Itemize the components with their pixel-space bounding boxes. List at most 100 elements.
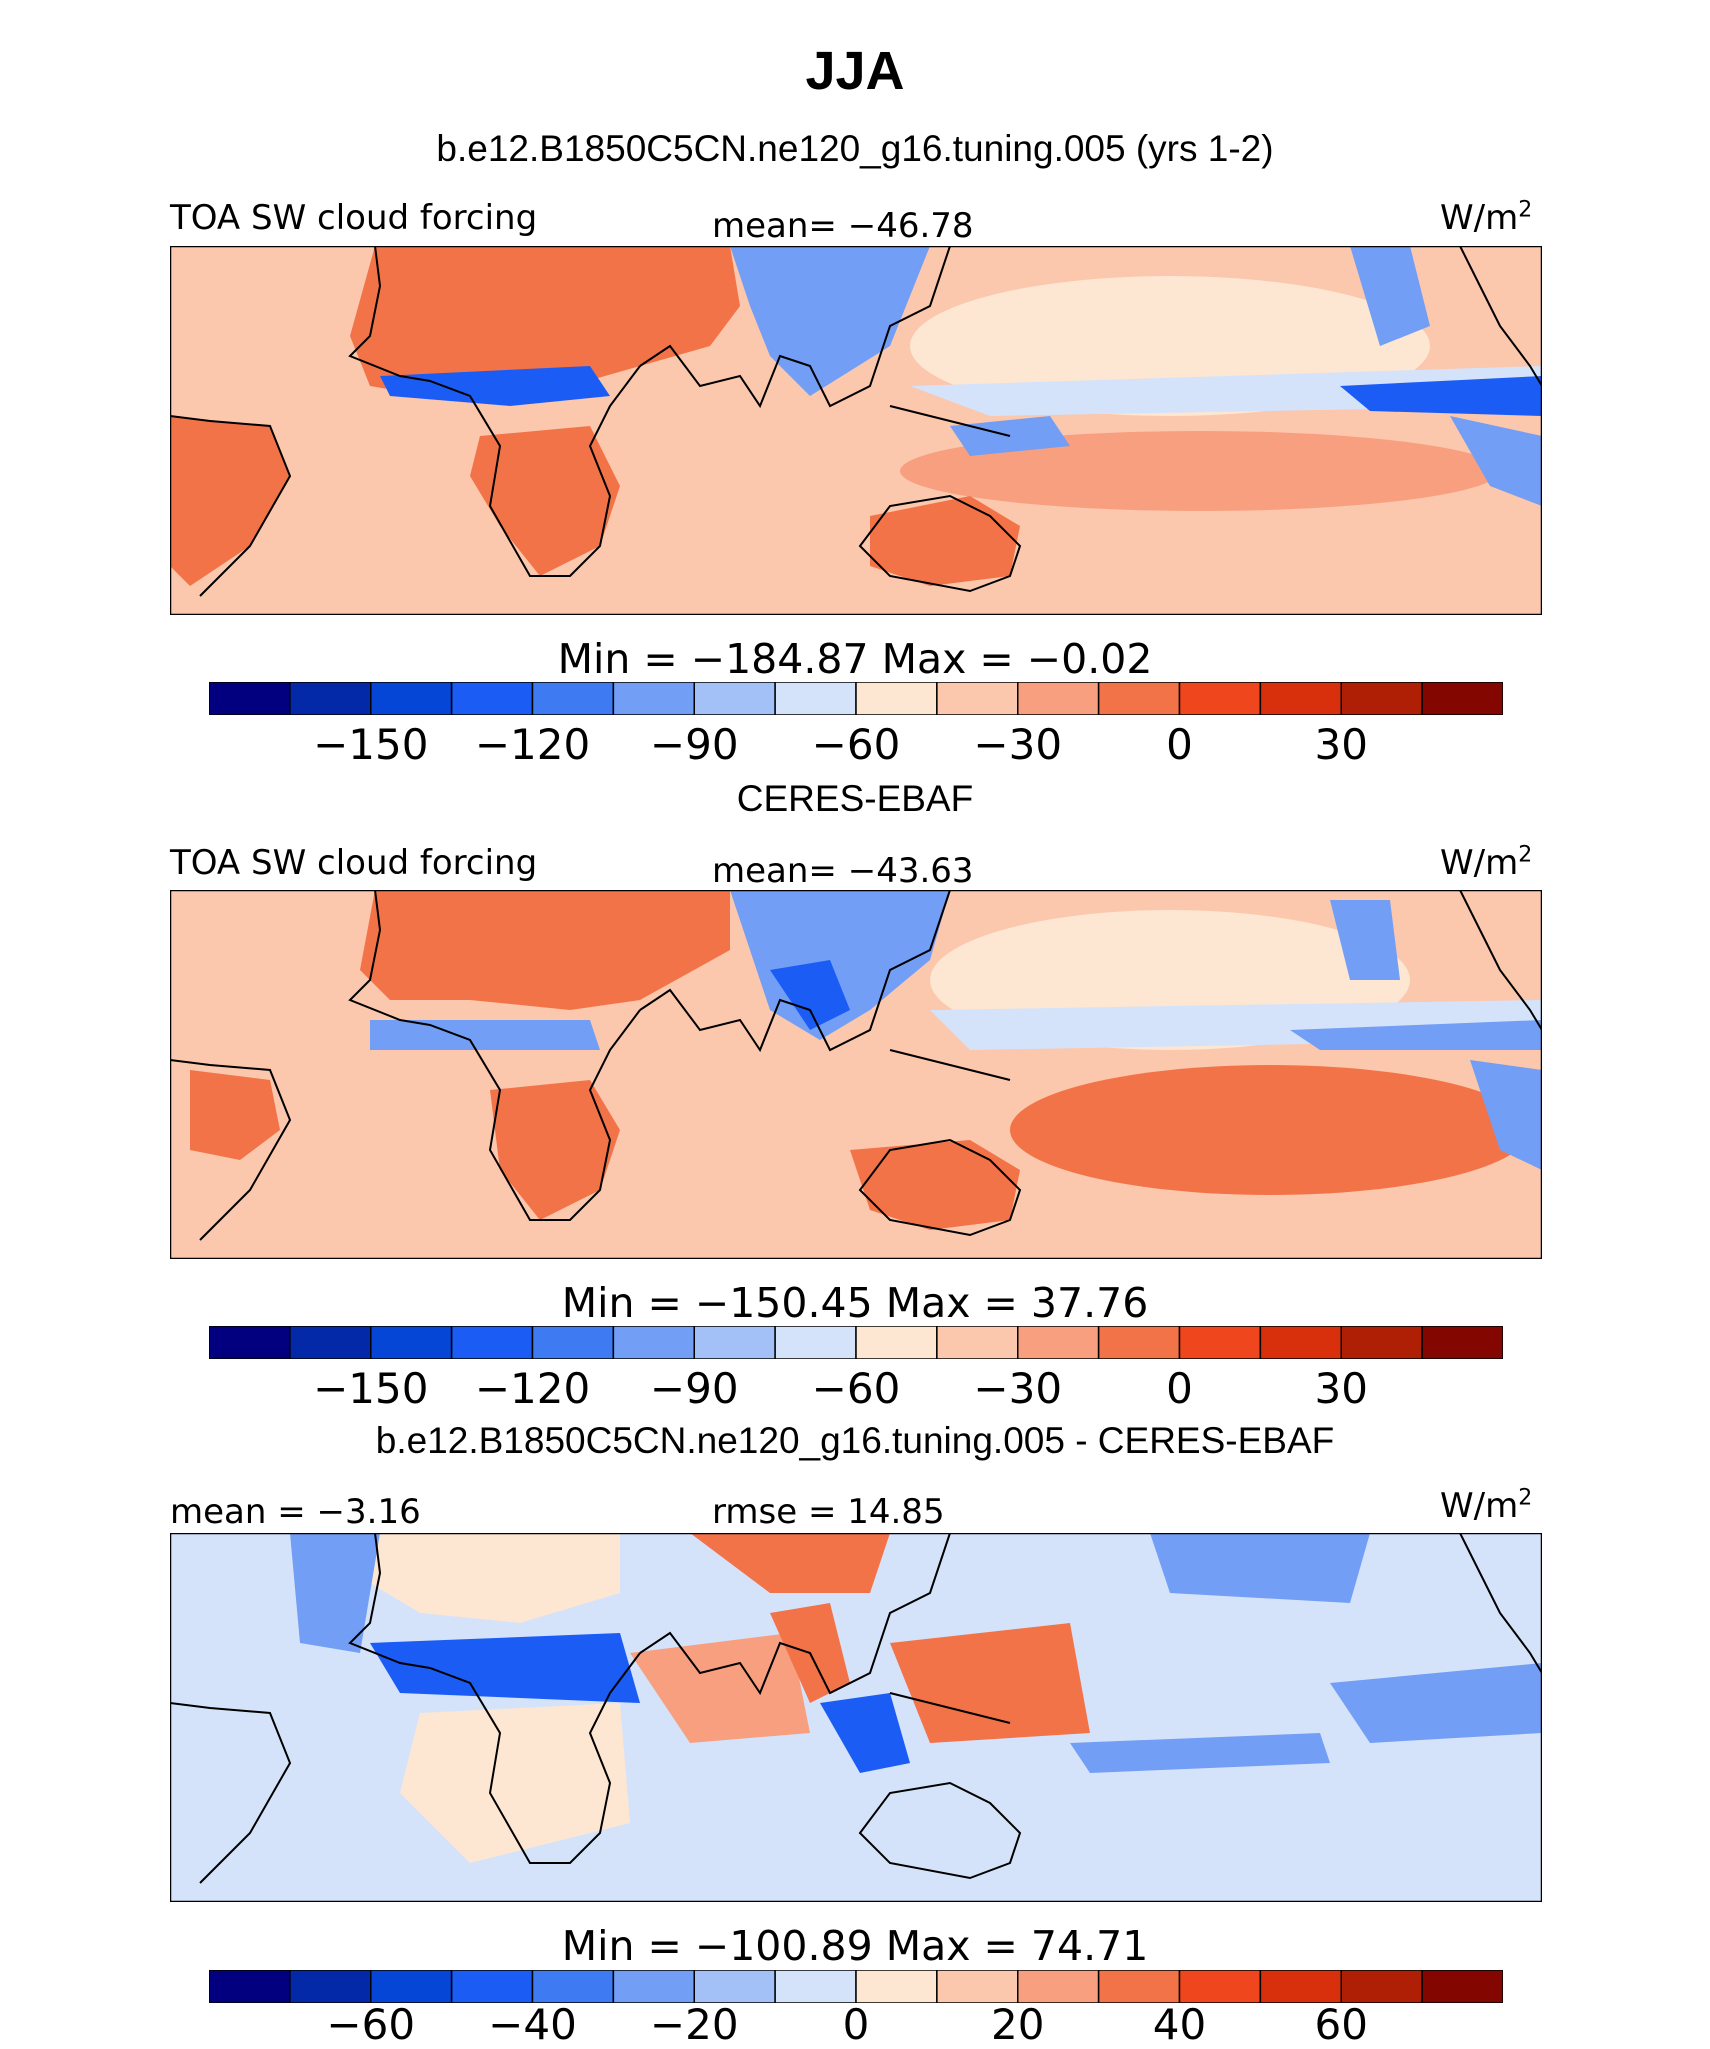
colorbar-box-2 [370, 1970, 453, 2003]
panel1-mean-label: mean= −46.78 [712, 206, 974, 246]
colorbar-box-0 [209, 682, 291, 715]
panel1-land-n-africa-arabia [350, 246, 740, 396]
colorbar-tick-label: −30 [973, 1364, 1063, 1413]
colorbar-tick-label: −60 [811, 720, 901, 769]
colorbar-box-7 [774, 1970, 857, 2003]
panel2-bay-bengal [770, 960, 850, 1030]
panel3-units: W/m2 [1440, 1485, 1533, 1526]
colorbar-box-15 [1421, 1970, 1503, 2003]
panel2-title: CERES-EBAF [736, 778, 974, 819]
panel1-land-s-africa [470, 426, 620, 576]
panel2-land-s-africa [490, 1080, 620, 1220]
figure-title: JJA [805, 41, 905, 101]
panel1-land-s-america [170, 416, 290, 586]
colorbar-box-13 [1259, 1326, 1343, 1359]
panel2-land-australia [850, 1140, 1020, 1230]
colorbar-box-14 [1340, 1326, 1423, 1359]
colorbar-tick-label: −60 [811, 1364, 901, 1413]
panel1-land-australia [870, 496, 1020, 586]
panel2-minmax: Min = −150.45 Max = 37.76 [561, 1279, 1149, 1327]
panel2-sc-deck [1470, 1060, 1542, 1170]
colorbar-tick-label: 0 [842, 2000, 870, 2049]
panel2-map [170, 890, 1542, 1259]
panel2-itcz-epac [1290, 1020, 1542, 1050]
panel2-e-pacific [1330, 900, 1400, 980]
colorbar-box-0 [209, 1326, 291, 1359]
colorbar-tick-label: 30 [1314, 1364, 1368, 1413]
model-subtitle: b.e12.B1850C5CN.ne120_g16.tuning.005 (yr… [436, 128, 1274, 169]
colorbar-box-2 [370, 682, 453, 715]
colorbar-box-14 [1340, 682, 1423, 715]
colorbar-box-3 [450, 1326, 534, 1359]
panel2-left-label: TOA SW cloud forcing [170, 843, 538, 883]
panel3-pale-patch-2 [400, 1703, 630, 1863]
panel1-e-pacific [1350, 246, 1430, 346]
colorbar-tick-label: −120 [474, 720, 591, 769]
colorbar-box-10 [1017, 1970, 1100, 2003]
colorbar-tick-label: −90 [649, 1364, 739, 1413]
colorbar-box-1 [289, 1326, 372, 1359]
colorbar-box-10 [1017, 1326, 1100, 1359]
panel1-minmax: Min = −184.87 Max = −0.02 [557, 635, 1153, 683]
colorbar-box-14 [1340, 1970, 1423, 2003]
panel3-pale-patch-1 [340, 1533, 620, 1623]
colorbar-tick-label: 0 [1166, 1364, 1193, 1413]
panel2-colorbar [209, 1326, 1503, 1359]
colorbar-tick-label: 0 [1166, 720, 1193, 769]
panel3-warm-arabian [630, 1633, 810, 1743]
colorbar-box-6 [693, 682, 776, 715]
panel3-cool-atlantic [290, 1533, 380, 1653]
colorbar-box-6 [693, 1970, 776, 2003]
panel1-s-pacific [900, 431, 1500, 511]
colorbar-box-5 [612, 1970, 696, 2003]
colorbar-tick-label: −40 [488, 2000, 577, 2049]
colorbar-box-4 [531, 1970, 615, 2003]
panel2-s-pacific-warm [1010, 1065, 1530, 1195]
colorbar-tick-label: −60 [326, 2000, 416, 2049]
panel3-cool-sahel [370, 1633, 640, 1703]
colorbar-box-6 [693, 1326, 776, 1359]
panel3-rmse-label: rmse = 14.85 [712, 1492, 945, 1532]
panel3-minmax: Min = −100.89 Max = 74.71 [561, 1922, 1149, 1970]
colorbar-box-4 [531, 682, 615, 715]
panel1-itcz-epac [1340, 376, 1542, 416]
panel3-colorbar [209, 1970, 1503, 2003]
panel3-title: b.e12.B1850C5CN.ne120_g16.tuning.005 - C… [375, 1420, 1335, 1461]
colorbar-tick-label: −120 [474, 1364, 591, 1413]
panel1-itcz-africa [380, 366, 610, 406]
colorbar-box-12 [1178, 1326, 1262, 1359]
colorbar-box-8 [855, 1326, 938, 1359]
colorbar-tick-label: −90 [649, 720, 739, 769]
panel3-cool-pacific-band [1070, 1733, 1330, 1773]
colorbar-box-11 [1097, 682, 1181, 715]
colorbar-box-12 [1178, 682, 1262, 715]
colorbar-box-13 [1259, 1970, 1343, 2003]
colorbar-tick-label: −30 [973, 720, 1063, 769]
panel3-warm-himalaya [690, 1533, 890, 1593]
colorbar-box-7 [774, 682, 857, 715]
colorbar-tick-label: 30 [1314, 720, 1368, 769]
colorbar-box-0 [209, 1970, 291, 2003]
panel1-colorbar [209, 682, 1503, 715]
colorbar-box-11 [1097, 1326, 1181, 1359]
panel1-map [170, 246, 1542, 615]
colorbar-box-13 [1259, 682, 1343, 715]
panel3-cool-indonesia [820, 1693, 910, 1773]
colorbar-box-12 [1178, 1970, 1262, 2003]
colorbar-tick-label: −150 [313, 1364, 429, 1413]
colorbar-box-3 [450, 1970, 534, 2003]
panel3-mean-label: mean = −3.16 [170, 1492, 421, 1532]
colorbar-tick-label: −20 [649, 2000, 739, 2049]
panel2-land-n-africa [360, 890, 730, 1010]
panel2-mean-label: mean= −43.63 [712, 851, 974, 891]
panel3-map [170, 1533, 1542, 1902]
panel2-itcz-africa [370, 1020, 600, 1050]
colorbar-box-9 [936, 682, 1019, 715]
panel1-units: W/m2 [1440, 197, 1533, 238]
panel3-warm-wpac [890, 1623, 1090, 1743]
panel1-sc-deck [1450, 416, 1542, 506]
colorbar-box-8 [855, 1970, 938, 2003]
colorbar-box-10 [1017, 682, 1100, 715]
colorbar-box-7 [774, 1326, 857, 1359]
panel3-cool-itcz-epac [1330, 1663, 1542, 1743]
